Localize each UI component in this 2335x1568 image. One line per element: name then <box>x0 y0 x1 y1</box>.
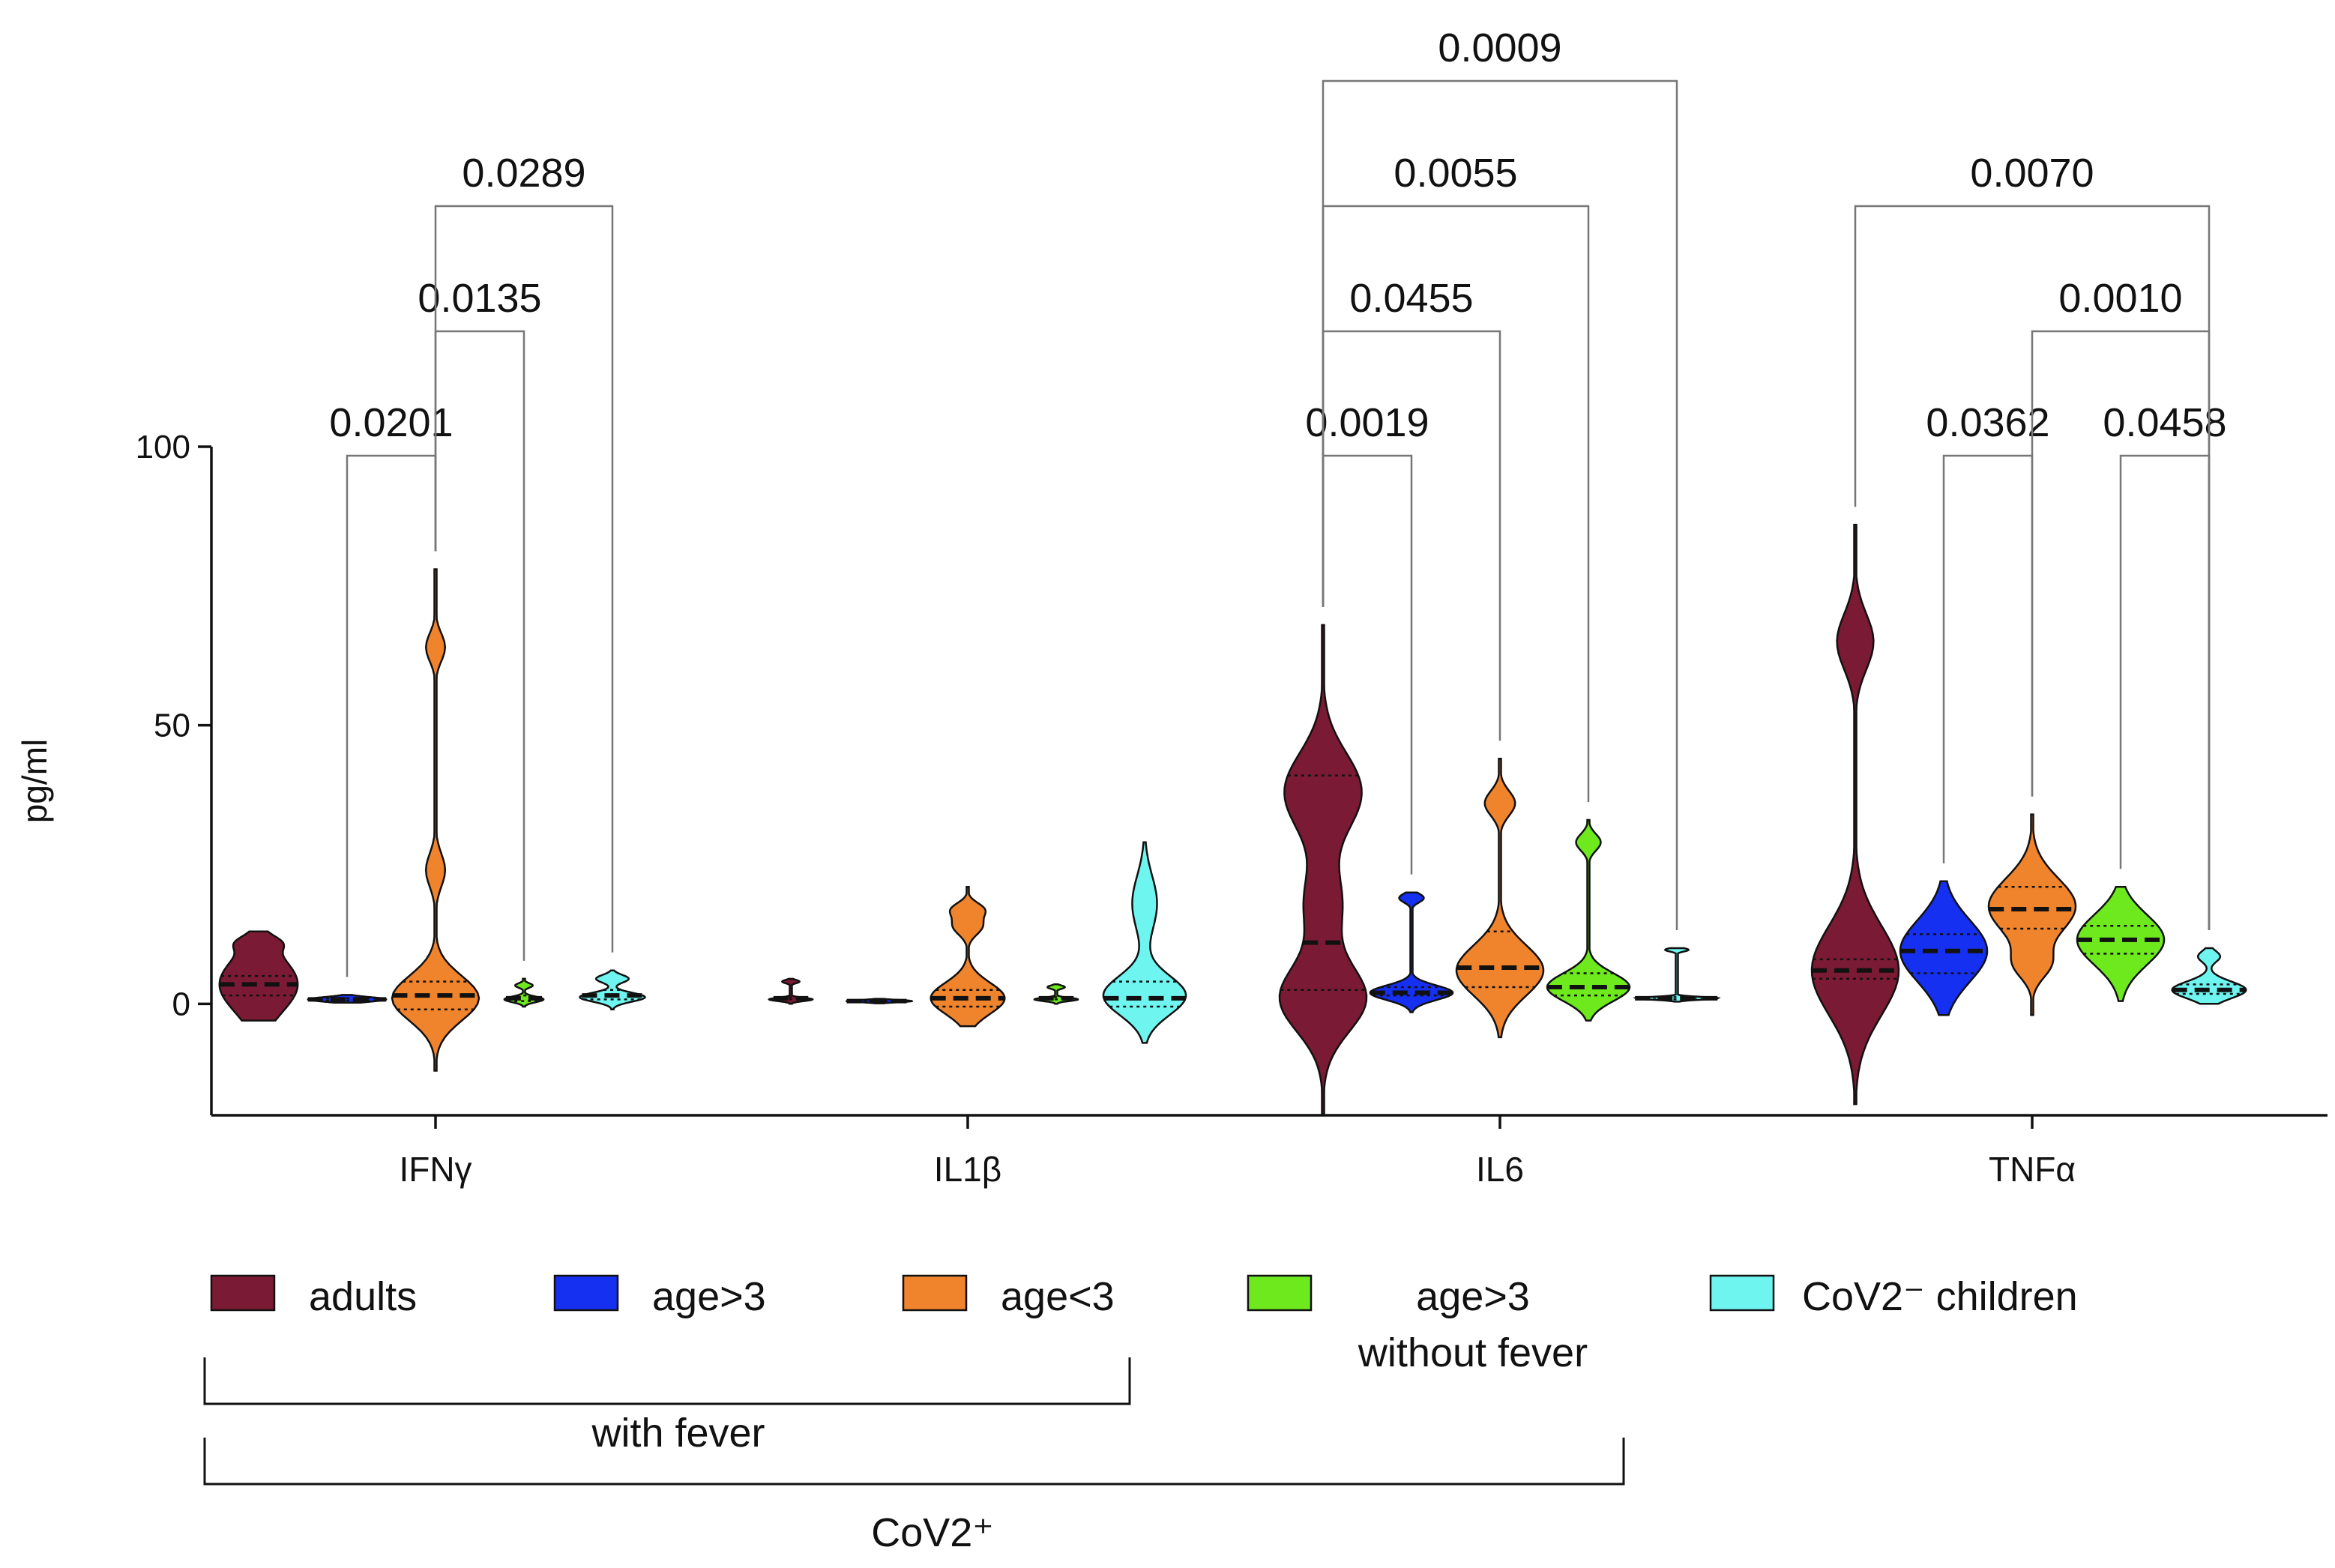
legend-label-age-3: age>3 <box>652 1274 766 1319</box>
y-tick-label: 100 <box>136 429 190 465</box>
bracket-ifn-2 <box>434 205 614 953</box>
violins-layer <box>218 523 2247 1117</box>
legend-label-cov2-children: CoV2⁻ children <box>1802 1274 2078 1319</box>
p-value-label: 0.0201 <box>329 400 453 445</box>
legend-label-age-3-without-fever: age>3 <box>1416 1274 1530 1319</box>
p-value-label: 0.0455 <box>1349 276 1473 321</box>
legend-label-age-3-without-fever-line2: without fever <box>1358 1330 1588 1375</box>
x-tick-label-il6: IL6 <box>1476 1150 1524 1189</box>
violin-tnf-adults <box>1810 523 1900 1106</box>
bracket-tnf-7 <box>1942 454 2034 863</box>
violin-ifn-adults <box>218 930 299 1022</box>
violin-tnf-cov2-children <box>2171 947 2247 1005</box>
p-value-label: 0.0019 <box>1305 400 1429 445</box>
legend: adults age>3 age<3 age>3 without fever CoV2⁻ … <box>210 1274 2078 1375</box>
legend-label-age-3: age<3 <box>1001 1274 1115 1319</box>
y-tick-label: 50 <box>154 708 190 744</box>
p-value-label: 0.0458 <box>2103 400 2226 445</box>
p-value-label: 0.0009 <box>1438 25 1561 70</box>
bracket-tnf-10 <box>1854 205 2211 930</box>
violin-il6-cov2-children <box>1633 947 1721 1003</box>
legend-swatch-adults <box>210 1274 276 1312</box>
violin-tnf-age-3-without-fever <box>2076 885 2166 1002</box>
violin-il6-age-3-without-fever <box>1546 818 1631 1022</box>
violin-il6-age-3 <box>1369 891 1454 1013</box>
p-value-label: 0.0010 <box>2058 276 2182 321</box>
legend-swatch-cov2-children <box>1709 1274 1775 1312</box>
axis-ticks: 0 50 100 IFNγ IL1β IL6 TNFα <box>136 429 2076 1189</box>
x-tick-label-tnf: TNFα <box>1989 1150 2076 1189</box>
violin-il1-age-3 <box>930 885 1006 1028</box>
bracket-tnf-8 <box>2119 454 2211 930</box>
group-bracket-cov2 <box>203 1438 1625 1486</box>
y-axis-label: pg/ml <box>15 739 54 823</box>
violin-il1-cov2-children <box>1102 841 1187 1044</box>
violin-ifn-age-3-without-fever <box>503 977 545 1008</box>
violin-il6-age-3 <box>1455 758 1545 1039</box>
group-label-cov2: CoV2⁺ <box>871 1510 994 1555</box>
p-value-label: 0.0362 <box>1926 400 2049 445</box>
y-tick-label: 0 <box>172 986 190 1022</box>
legend-group-brackets: with fever CoV2⁺ <box>203 1357 1625 1555</box>
violin-tnf-age-3 <box>1987 813 2077 1016</box>
x-tick-label-il1: IL1β <box>934 1150 1001 1189</box>
legend-swatch-age-3 <box>553 1274 619 1312</box>
group-bracket-with-fever <box>203 1357 1131 1405</box>
bracket-ifn-0 <box>346 454 437 977</box>
significance-brackets: 0.0201 0.0135 0.0289 0.0019 0.0455 0.0055 0.00… <box>329 25 2227 977</box>
axes <box>210 447 2328 1117</box>
legend-label-adults: adults <box>309 1274 417 1319</box>
x-tick-label-ifn: IFNγ <box>399 1150 471 1189</box>
p-value-label: 0.0070 <box>1970 151 2094 196</box>
legend-swatch-age-3 <box>902 1274 968 1312</box>
violin-il1-age-3-without-fever <box>1033 983 1079 1005</box>
violin-il6-adults <box>1278 624 1368 1117</box>
bracket-il6-6 <box>1322 79 1678 930</box>
group-label-with-fever: with fever <box>591 1411 765 1456</box>
p-value-label: 0.0289 <box>462 151 585 196</box>
p-value-label: 0.0055 <box>1394 151 1517 196</box>
p-value-label: 0.0135 <box>418 276 541 321</box>
violin-tnf-age-3 <box>1899 880 1989 1016</box>
legend-swatch-age-3-without-fever <box>1247 1274 1313 1312</box>
violin-ifn-age-3 <box>391 568 480 1072</box>
